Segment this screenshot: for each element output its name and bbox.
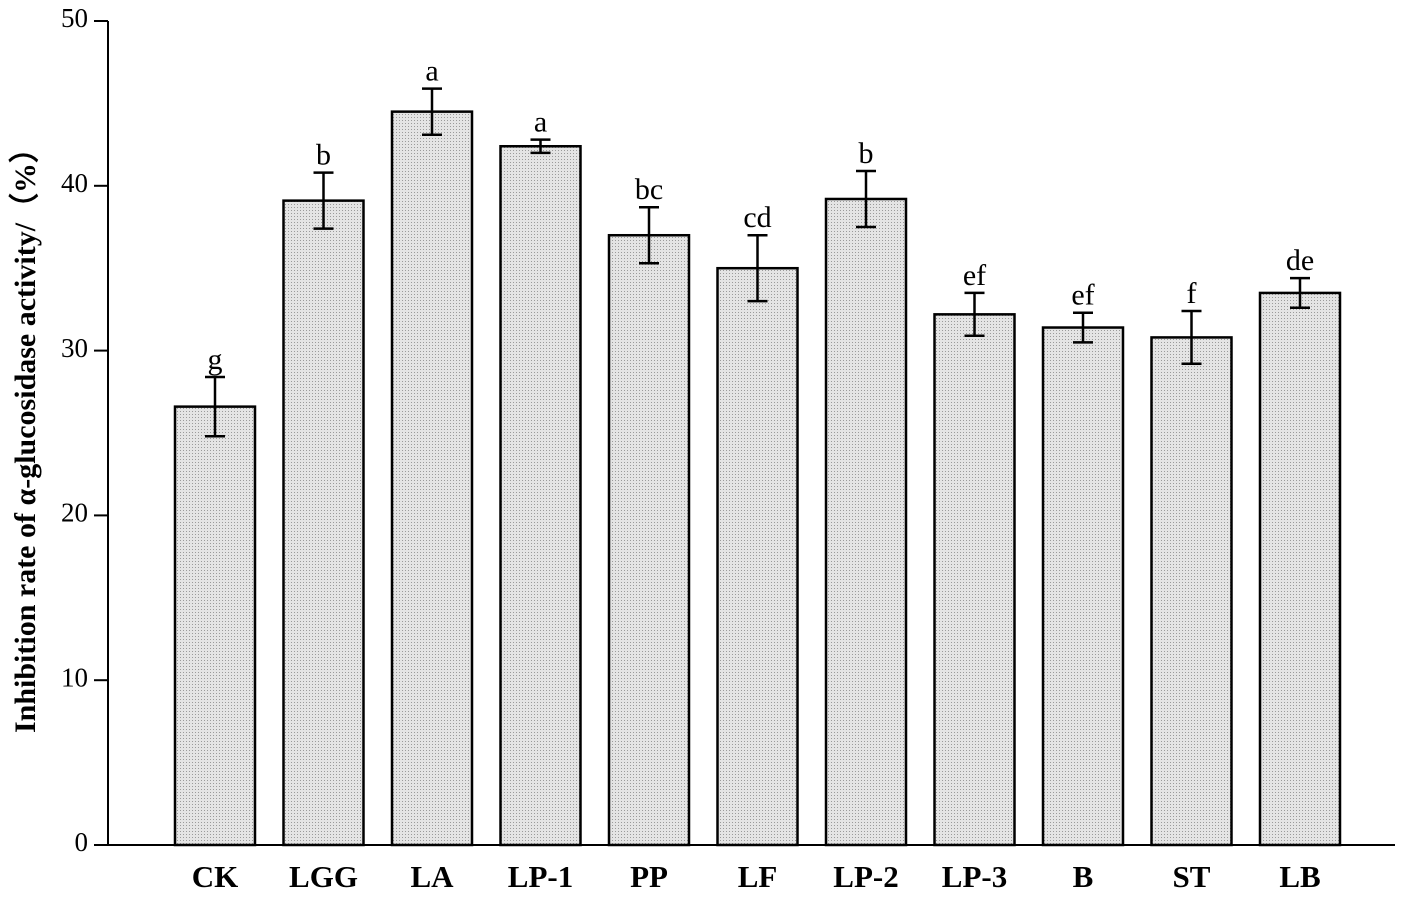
x-tick-label: LB <box>1279 859 1320 894</box>
significance-letter: b <box>316 139 331 172</box>
bar <box>1150 336 1233 847</box>
significance-letter: f <box>1187 277 1197 310</box>
bar <box>282 199 365 847</box>
x-tick-label: CK <box>192 859 239 894</box>
significance-letter: a <box>425 55 438 88</box>
error-bar <box>205 375 225 438</box>
error-bar <box>313 171 334 230</box>
error-bar <box>747 233 768 303</box>
bar <box>933 313 1016 847</box>
x-tick-label: LP-2 <box>833 859 898 894</box>
x-tick-label: LGG <box>289 859 358 894</box>
y-tick-label: 50 <box>61 3 88 33</box>
error-bar <box>964 291 985 338</box>
error-bar <box>639 205 659 265</box>
error-bar <box>530 138 551 155</box>
error-bar <box>422 87 442 136</box>
y-tick-label: 40 <box>61 168 88 198</box>
significance-letter: ef <box>1071 279 1094 312</box>
bar <box>716 266 799 847</box>
error-bar <box>1073 311 1093 344</box>
y-tick-label: 0 <box>75 827 89 857</box>
bar <box>499 144 582 847</box>
x-tick-label: LF <box>738 859 778 894</box>
bar <box>390 110 474 847</box>
y-tick-label: 10 <box>61 662 88 692</box>
bar <box>1258 291 1342 847</box>
significance-letter: b <box>859 137 874 170</box>
y-tick-label: 30 <box>61 333 88 363</box>
bar <box>607 233 691 847</box>
significance-letter: ef <box>963 259 986 292</box>
significance-letter: a <box>534 106 547 139</box>
bar <box>1041 326 1125 847</box>
x-tick-label: PP <box>630 859 668 894</box>
error-bar <box>1181 309 1202 366</box>
x-tick-label: LP-3 <box>942 859 1007 894</box>
y-axis-label: Inhibition rate of α-glucosidase activit… <box>8 133 42 733</box>
bar <box>824 197 908 847</box>
bar <box>173 405 257 847</box>
significance-letter: de <box>1286 244 1314 277</box>
x-tick-label: ST <box>1173 859 1211 894</box>
x-tick-label: B <box>1073 859 1094 894</box>
significance-letter: cd <box>743 201 771 234</box>
x-tick-label: LA <box>410 859 454 894</box>
error-bar <box>1290 276 1310 310</box>
significance-letter: bc <box>635 173 663 206</box>
x-tick-label: LP-1 <box>508 859 573 894</box>
significance-letter: g <box>208 343 223 376</box>
y-tick-label: 20 <box>61 498 88 528</box>
error-bar <box>856 169 876 229</box>
